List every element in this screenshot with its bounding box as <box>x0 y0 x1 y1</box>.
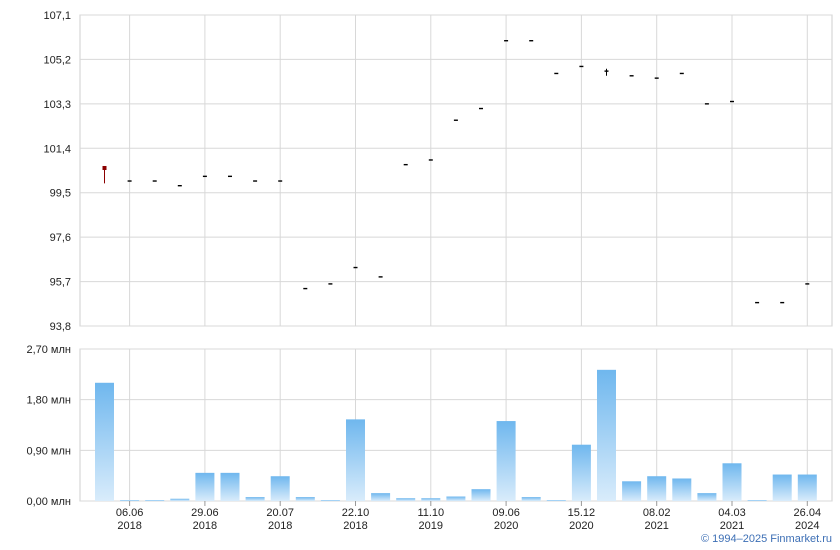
volume-y-axis: 2,70 млн 1,80 млн 0,90 млн 0,00 млн <box>26 344 71 508</box>
price-y-tick-label: 105,2 <box>43 54 71 66</box>
volume-bar <box>521 497 541 501</box>
copyright-link[interactable]: © 1994–2025 Finmarket.ru <box>700 533 832 545</box>
price-y-tick-label: 101,4 <box>43 143 71 155</box>
price-y-tick-label: 103,3 <box>43 99 71 111</box>
volume-bar <box>697 493 717 501</box>
volume-bar <box>546 500 566 501</box>
price-series <box>102 40 810 304</box>
price-y-tick-label: 99,5 <box>50 188 71 200</box>
x-tick-year-label: 2018 <box>343 520 367 532</box>
x-tick-day-label: 08.02 <box>643 507 671 519</box>
volume-bar <box>170 498 190 501</box>
volume-series <box>95 369 817 501</box>
volume-y-tick-label: 0,00 млн <box>26 496 71 508</box>
volume-bar <box>797 474 817 501</box>
x-tick-year-label: 2020 <box>494 520 518 532</box>
price-mark-body <box>102 165 107 170</box>
volume-bar <box>195 472 215 501</box>
x-tick-year-label: 2018 <box>193 520 217 532</box>
volume-bar <box>421 498 441 501</box>
volume-bar <box>295 497 315 501</box>
price-panel-frame <box>79 14 833 327</box>
volume-panel-frame <box>79 348 833 502</box>
volume-bar <box>371 493 391 501</box>
volume-y-tick-label: 0,90 млн <box>26 445 71 457</box>
x-tick-year-label: 2024 <box>795 520 819 532</box>
volume-bar <box>471 489 491 501</box>
volume-y-tick-label: 2,70 млн <box>26 344 71 356</box>
x-tick-year-label: 2021 <box>644 520 668 532</box>
volume-bar <box>722 463 742 501</box>
volume-bar <box>672 478 692 501</box>
volume-bar <box>647 476 667 501</box>
volume-bar <box>220 472 240 501</box>
x-tick-day-label: 22.10 <box>342 507 370 519</box>
x-tick-year-label: 2019 <box>419 520 443 532</box>
volume-bar <box>346 419 365 501</box>
price-y-tick-label: 95,7 <box>50 277 71 289</box>
volume-bar <box>747 500 767 501</box>
x-tick-year-label: 2020 <box>569 520 593 532</box>
price-mark <box>604 68 609 76</box>
x-tick-year-label: 2021 <box>720 520 744 532</box>
volume-bar <box>772 474 792 501</box>
x-tick-day-label: 20.07 <box>266 507 294 519</box>
price-grid <box>79 14 833 327</box>
price-y-tick-label: 107,1 <box>43 10 71 22</box>
volume-bar <box>145 500 165 501</box>
volume-grid <box>79 348 833 502</box>
volume-y-tick-label: 1,80 млн <box>26 395 71 407</box>
volume-bar <box>496 421 516 501</box>
price-y-tick-label: 93,8 <box>50 321 71 333</box>
volume-bar <box>120 500 140 501</box>
volume-bar <box>245 497 265 501</box>
x-tick-day-label: 26.04 <box>794 507 822 519</box>
volume-bar <box>622 481 642 501</box>
price-mark <box>102 165 107 184</box>
x-tick-year-label: 2018 <box>268 520 292 532</box>
volume-bar <box>597 369 616 501</box>
volume-bar <box>270 476 290 501</box>
volume-bar <box>571 444 591 501</box>
volume-bar <box>396 498 416 501</box>
x-tick-day-label: 09.06 <box>492 507 520 519</box>
x-tick-day-label: 04.03 <box>718 507 746 519</box>
x-tick-day-label: 11.10 <box>417 507 444 519</box>
date-x-axis: 06.06201829.06201820.07201822.10201811.1… <box>116 501 821 532</box>
x-tick-day-label: 29.06 <box>191 507 219 519</box>
x-tick-day-label: 06.06 <box>116 507 144 519</box>
volume-bar <box>446 496 466 501</box>
price-y-axis: 107,1 105,2 103,3 101,4 99,5 97,6 95,7 93,8 <box>43 10 71 333</box>
x-tick-year-label: 2018 <box>117 520 141 532</box>
volume-bar <box>320 500 340 501</box>
x-tick-day-label: 15.12 <box>568 507 596 519</box>
volume-bar <box>95 382 114 501</box>
price-y-tick-label: 97,6 <box>50 232 71 244</box>
